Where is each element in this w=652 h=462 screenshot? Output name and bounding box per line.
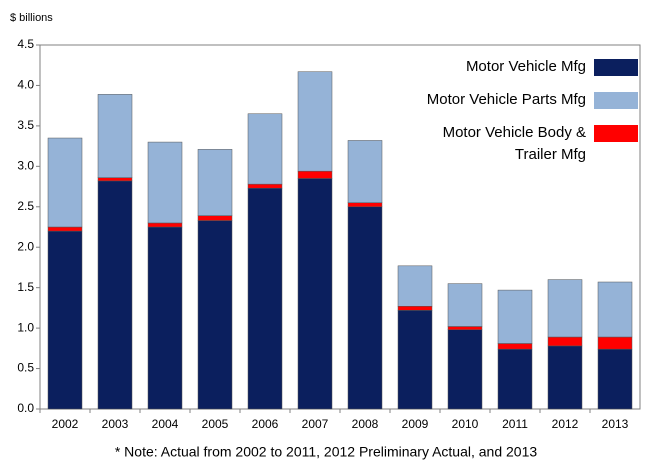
bar-segment: [347, 140, 383, 203]
legend-swatch: [594, 59, 638, 76]
legend-entry: Motor Vehicle Body & Trailer Mfg: [410, 122, 638, 166]
legend-label: Motor Vehicle Mfg: [465, 58, 586, 75]
y-tick-label: 0.0: [17, 401, 34, 415]
bar-segment: [347, 206, 383, 410]
x-tick-label: 2004: [152, 417, 179, 431]
bar-segment: [147, 222, 183, 228]
bar-segment: [197, 220, 233, 410]
x-tick-label: 2007: [302, 417, 329, 431]
x-tick-label: 2005: [202, 417, 229, 431]
bar-segment: [47, 137, 83, 228]
y-tick-label: 1.0: [17, 320, 34, 334]
bar-segment: [147, 226, 183, 410]
y-tick-label: 2.0: [17, 239, 34, 253]
bar-segment: [97, 177, 133, 182]
y-tick-label: 4.5: [17, 37, 34, 51]
bar-segment: [497, 343, 533, 350]
legend: Motor Vehicle Mfg Motor Vehicle Parts Mfg…: [410, 56, 638, 177]
bar-segment: [597, 336, 633, 350]
bar-segment: [547, 279, 583, 338]
legend-entry: Motor Vehicle Mfg: [410, 56, 638, 78]
bar-segment: [297, 170, 333, 179]
x-tick-label: 2008: [352, 417, 379, 431]
bar-segment: [97, 94, 133, 178]
bar-segment: [597, 348, 633, 410]
bar-segment: [597, 281, 633, 338]
x-tick-label: 2006: [252, 417, 279, 431]
legend-swatch: [594, 125, 638, 142]
bar-segment: [447, 326, 483, 330]
legend-swatch: [594, 92, 638, 109]
y-tick-label: 3.0: [17, 159, 34, 173]
bar-segment: [197, 215, 233, 221]
y-tick-label: 3.5: [17, 118, 34, 132]
bar-segment: [347, 202, 383, 208]
legend-label: Motor Vehicle Parts Mfg: [426, 91, 586, 108]
bar-segment: [247, 113, 283, 185]
y-unit-label: $ billions: [10, 12, 53, 24]
bar-segment: [297, 178, 333, 410]
bar-segment: [397, 310, 433, 410]
bar-segment: [47, 230, 83, 410]
bar-segment: [397, 265, 433, 307]
y-tick-label: 0.5: [17, 361, 34, 375]
x-tick-label: 2012: [552, 417, 579, 431]
bar-segment: [247, 187, 283, 410]
bar-segment: [447, 283, 483, 327]
bar-segment: [397, 306, 433, 311]
bar-segment: [147, 141, 183, 224]
y-tick-label: 2.5: [17, 199, 34, 213]
bar-segment: [547, 336, 583, 347]
legend-entry: Motor Vehicle Parts Mfg: [410, 89, 638, 111]
y-tick-label: 1.5: [17, 280, 34, 294]
legend-label: Motor Vehicle Body & Trailer Mfg: [442, 124, 586, 163]
bar-segment: [297, 71, 333, 172]
x-tick-label: 2009: [402, 417, 429, 431]
x-tick-label: 2002: [52, 417, 79, 431]
bar-segment: [547, 345, 583, 410]
x-tick-label: 2013: [602, 417, 629, 431]
x-tick-label: 2003: [102, 417, 129, 431]
bar-segment: [197, 149, 233, 216]
bar-segment: [47, 226, 83, 232]
bar-segment: [97, 180, 133, 410]
bar-segment: [247, 183, 283, 189]
note: * Note: Actual from 2002 to 2011, 2012 P…: [115, 444, 538, 460]
x-tick-label: 2011: [502, 417, 528, 431]
bar-segment: [447, 329, 483, 410]
bar-segment: [497, 348, 533, 410]
x-tick-label: 2010: [452, 417, 479, 431]
bar-segment: [497, 289, 533, 344]
y-tick-label: 4.0: [17, 78, 34, 92]
